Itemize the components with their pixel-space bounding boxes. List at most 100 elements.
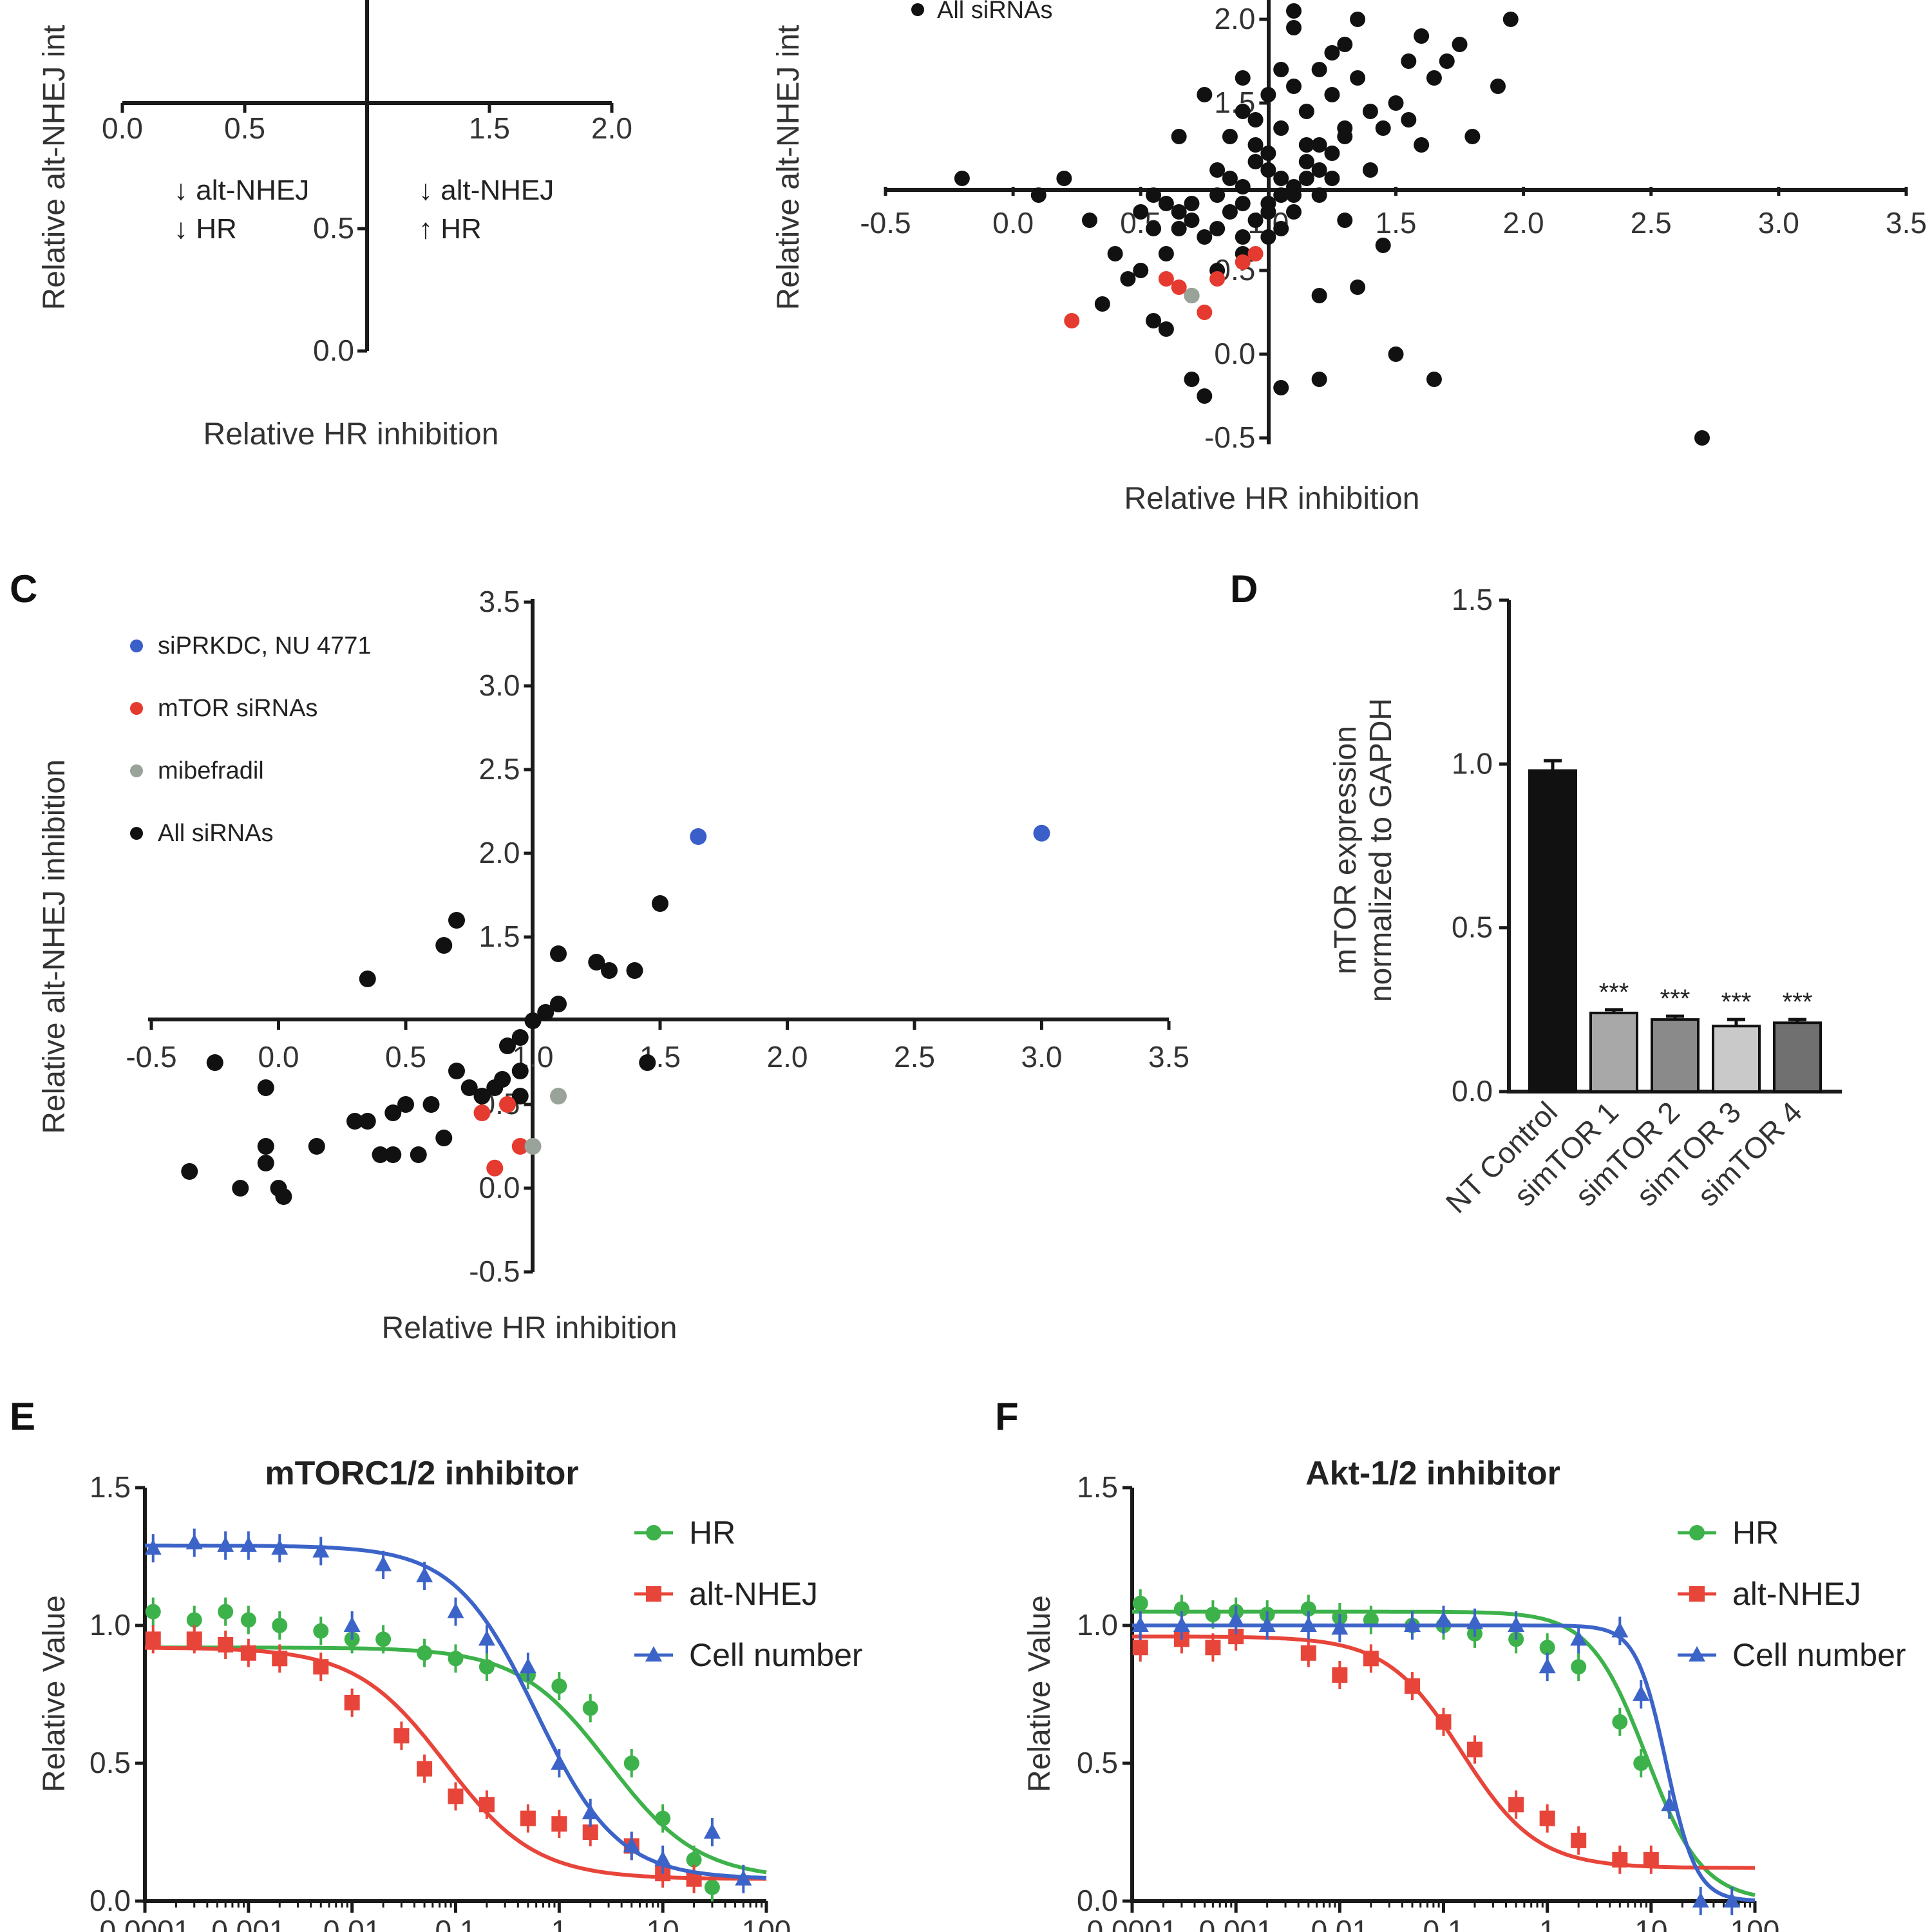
panel-b-point-all-sirnas xyxy=(1337,37,1353,52)
panel-f-point-hr xyxy=(1300,1601,1316,1617)
panel-b-point-all-sirnas xyxy=(1158,246,1174,261)
panel-b-point-all-sirnas xyxy=(1146,221,1162,236)
panel-f-point-cell-number xyxy=(1611,1622,1629,1638)
panel-b-point-all-sirnas xyxy=(1222,129,1238,144)
panel-b-point-all-sirnas xyxy=(1171,204,1187,220)
panel-b-x-tick-label: -0.5 xyxy=(860,206,911,240)
panel-b-point-all-sirnas xyxy=(1337,213,1353,228)
panel-f-y-tick-label: 1.0 xyxy=(1077,1608,1118,1642)
panel-e-point-alt-nhej xyxy=(186,1631,202,1647)
panel-b-point-all-sirnas xyxy=(1298,171,1314,186)
panel-b-point-mtor-sirnas xyxy=(1209,271,1226,287)
panel-f-x-tick-label: 0.001 xyxy=(1199,1914,1273,1932)
panel-b-point-all-sirnas xyxy=(1426,70,1442,86)
panel-c-x-tick-label: 2.5 xyxy=(894,1040,935,1074)
panel-e-point-alt-nhej xyxy=(551,1816,567,1832)
panel-b-point-all-sirnas xyxy=(1350,70,1366,86)
panel-c-point-all-sirnas xyxy=(524,1012,542,1029)
panel-a-y-tick-label: 0.0 xyxy=(313,334,354,367)
panel-e-curve-hr xyxy=(145,1645,767,1875)
panel-e-point-alt-nhej xyxy=(313,1659,329,1675)
panel-b-point-all-sirnas xyxy=(1197,229,1213,245)
panel-c-point-all-sirnas xyxy=(435,1130,453,1146)
panel-e-point-hr xyxy=(186,1612,202,1628)
panel-c-point-all-sirnas xyxy=(257,1155,274,1171)
panel-f-point-alt-nhej xyxy=(1332,1667,1348,1683)
panel-f-point-alt-nhej xyxy=(1643,1852,1659,1868)
panel-f-point-cell-number xyxy=(1633,1685,1650,1701)
panel-b-legend-marker xyxy=(911,3,924,16)
panel-e-point-hr xyxy=(375,1631,392,1647)
panel-b-point-mtor-sirnas xyxy=(1064,313,1080,328)
panel-f-curve-hr xyxy=(1132,1609,1756,1897)
panel-e-point-hr xyxy=(272,1618,288,1633)
panel-f-x-tick-label: 1 xyxy=(1539,1914,1556,1932)
panel-b-point-all-sirnas xyxy=(1401,112,1417,128)
panel-c: C -0.50.00.51.01.52.02.53.03.5-0.50.00.5… xyxy=(10,567,1189,1345)
panel-c-point-all-sirnas xyxy=(537,1004,554,1021)
panel-d-significance: *** xyxy=(1599,978,1629,1007)
panel-d-y-tick-label: 1.5 xyxy=(1452,583,1493,616)
panel-e-y-tick-label: 1.5 xyxy=(90,1470,131,1504)
panel-d-y-tick-label: 1.0 xyxy=(1452,746,1493,780)
panel-c-point-mtor-sirnas xyxy=(511,1138,529,1155)
panel-c-legend-marker xyxy=(130,827,143,840)
panel-b-point-all-sirnas xyxy=(1197,388,1213,404)
panel-e-point-cell-number xyxy=(478,1630,495,1646)
panel-c-y-tick-label: 1.5 xyxy=(479,920,520,953)
panel-b-point-all-sirnas xyxy=(1235,229,1251,245)
panel-a-x-label: Relative HR inhibition xyxy=(204,417,499,451)
panel-e-point-cell-number xyxy=(703,1823,721,1839)
panel-c-point-all-sirnas xyxy=(550,945,567,962)
panel-f-legend-marker-cell-number xyxy=(1689,1646,1705,1662)
panel-b-x-label: Relative HR inhibition xyxy=(1124,482,1420,516)
panel-c-point-all-sirnas xyxy=(460,1079,478,1096)
panel-e-point-hr xyxy=(704,1879,720,1895)
panel-e-point-alt-nhej xyxy=(344,1694,360,1710)
panel-f-y-tick-label: 0.5 xyxy=(1077,1746,1118,1779)
panel-e-y-tick-label: 1.0 xyxy=(90,1608,131,1642)
panel-c-y-label: Relative alt-NHEJ inhibition xyxy=(37,759,71,1134)
panel-c-point-mtor-sirnas xyxy=(473,1104,491,1121)
panel-b-point-all-sirnas xyxy=(1171,221,1187,236)
panel-e-point-hr xyxy=(448,1651,464,1667)
panel-b-point-all-sirnas xyxy=(1235,196,1251,211)
panel-e-point-hr xyxy=(655,1810,671,1826)
panel-f-point-alt-nhej xyxy=(1435,1714,1452,1730)
panel-f-point-alt-nhej xyxy=(1571,1832,1587,1848)
panel-b-point-all-sirnas xyxy=(1324,146,1340,161)
panel-b-point-all-sirnas xyxy=(1094,296,1110,312)
panel-a: 0.0 0.5 1.5 2.0 0.0 0.5 ↓ alt-NHEJ ↓ HR ↓ alt… xyxy=(37,0,632,451)
panel-f: F Akt-1/2 inhibitor 0.0 0.5 1.0 1.5 0.0001 0.… xyxy=(995,1395,1906,1932)
panel-b-point-all-sirnas xyxy=(1350,12,1366,27)
panel-c-point-all-sirnas xyxy=(511,1088,529,1104)
panel-f-point-cell-number xyxy=(1173,1616,1190,1632)
panel-e-point-cell-number xyxy=(623,1837,640,1853)
panel-b-x-tick-label: 2.0 xyxy=(1503,206,1544,240)
panel-c-point-all-sirnas xyxy=(550,996,567,1012)
panel-e-y-tick-label: 0.0 xyxy=(90,1884,131,1917)
panel-f-legend-label-hr: HR xyxy=(1732,1515,1779,1551)
panel-e-point-alt-nhej xyxy=(240,1645,256,1661)
panel-c-point-mtor-sirnas xyxy=(499,1096,516,1113)
panel-f-point-cell-number xyxy=(1435,1611,1452,1627)
panel-b-point-all-sirnas xyxy=(1273,171,1289,186)
panel-c-point-all-sirnas xyxy=(384,1104,402,1121)
panel-b-point-mtor-sirnas xyxy=(1247,246,1264,261)
panel-e-x-tick-label: 1 xyxy=(551,1914,568,1932)
panel-c-x-tick-label: 2.0 xyxy=(767,1040,808,1074)
panel-b-point-all-sirnas xyxy=(1388,95,1404,111)
panel-f-point-hr xyxy=(1132,1595,1148,1611)
panel-b-point-all-sirnas xyxy=(1298,104,1314,119)
panel-b-point-all-sirnas xyxy=(1375,120,1391,136)
panel-e-point-cell-number xyxy=(519,1658,536,1674)
panel-b-point-all-sirnas xyxy=(1235,104,1251,119)
panel-f-point-cell-number xyxy=(1723,1892,1741,1908)
panel-f-legend-marker-alt-nhej xyxy=(1689,1586,1705,1602)
panel-b-point-all-sirnas xyxy=(1146,187,1162,203)
panel-f-y-tick-label: 1.5 xyxy=(1077,1470,1118,1504)
panel-b-point-all-sirnas xyxy=(1464,129,1481,144)
panel-e-x-tick-label: 0.01 xyxy=(323,1914,381,1932)
panel-b-point-all-sirnas xyxy=(1247,213,1264,228)
panel-f-curve-cell-number xyxy=(1132,1624,1756,1902)
